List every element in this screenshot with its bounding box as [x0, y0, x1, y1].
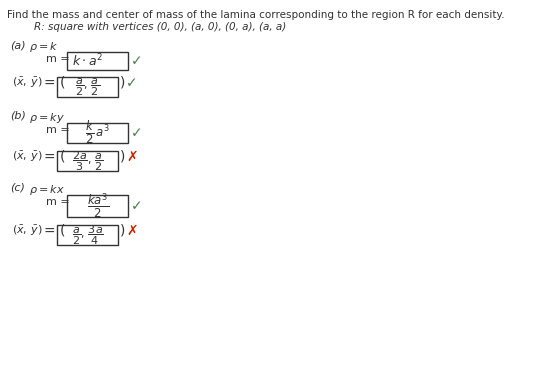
Bar: [57, 77, 118, 97]
Text: (c): (c): [10, 183, 25, 193]
Bar: [68, 123, 128, 143]
Text: ✗: ✗: [126, 224, 138, 238]
Text: $\rho = kx$: $\rho = kx$: [30, 183, 65, 197]
Text: R: square with vertices (0, 0), (a, 0), (0, a), (a, a): R: square with vertices (0, 0), (a, 0), …: [33, 22, 286, 32]
Text: $\rho = k$: $\rho = k$: [30, 40, 59, 54]
Text: $(\bar{x},\, \bar{y})$: $(\bar{x},\, \bar{y})$: [12, 150, 42, 164]
Text: Find the mass and center of mass of the lamina corresponding to the region R for: Find the mass and center of mass of the …: [6, 10, 504, 20]
Text: = (: = (: [44, 224, 65, 238]
Text: ): ): [119, 150, 125, 164]
Text: (b): (b): [10, 111, 26, 121]
Text: ✓: ✓: [131, 126, 142, 140]
Bar: [57, 225, 118, 245]
Text: ✗: ✗: [126, 150, 138, 164]
Text: $\dfrac{2a}{3},\, \dfrac{a}{2}$: $\dfrac{2a}{3},\, \dfrac{a}{2}$: [72, 149, 104, 173]
Text: ✓: ✓: [126, 76, 138, 90]
Text: $\dfrac{a}{2},\, \dfrac{3a}{4}$: $\dfrac{a}{2},\, \dfrac{3a}{4}$: [72, 223, 104, 247]
Text: $(\bar{x},\, \bar{y})$: $(\bar{x},\, \bar{y})$: [12, 224, 42, 238]
Text: $k \cdot a^2$: $k \cdot a^2$: [72, 53, 103, 69]
Text: ): ): [119, 76, 125, 90]
Text: (a): (a): [10, 40, 26, 50]
Text: ✓: ✓: [131, 199, 142, 213]
Text: $(\bar{x},\, \bar{y})$: $(\bar{x},\, \bar{y})$: [12, 76, 42, 90]
Text: $\dfrac{k}{2}\,a^3$: $\dfrac{k}{2}\,a^3$: [85, 120, 110, 146]
Text: ✓: ✓: [131, 54, 142, 68]
Text: ): ): [119, 224, 125, 238]
Text: m =: m =: [46, 54, 70, 64]
Text: $\dfrac{ka^3}{2}$: $\dfrac{ka^3}{2}$: [86, 191, 109, 221]
Bar: [57, 151, 118, 171]
Text: $\dfrac{a}{2},\, \dfrac{a}{2}$: $\dfrac{a}{2},\, \dfrac{a}{2}$: [75, 76, 100, 98]
Text: = (: = (: [44, 76, 65, 90]
Text: m =: m =: [46, 125, 70, 135]
Bar: [68, 52, 128, 70]
Bar: [68, 195, 128, 217]
Text: $\rho = ky$: $\rho = ky$: [30, 111, 65, 125]
Text: m =: m =: [46, 197, 70, 207]
Text: = (: = (: [44, 150, 65, 164]
